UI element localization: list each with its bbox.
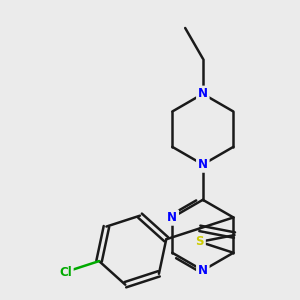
Text: N: N (198, 87, 208, 101)
Text: S: S (196, 235, 204, 248)
Text: Cl: Cl (59, 266, 72, 278)
Text: N: N (198, 264, 208, 277)
Text: N: N (167, 211, 177, 224)
Text: N: N (198, 158, 208, 171)
